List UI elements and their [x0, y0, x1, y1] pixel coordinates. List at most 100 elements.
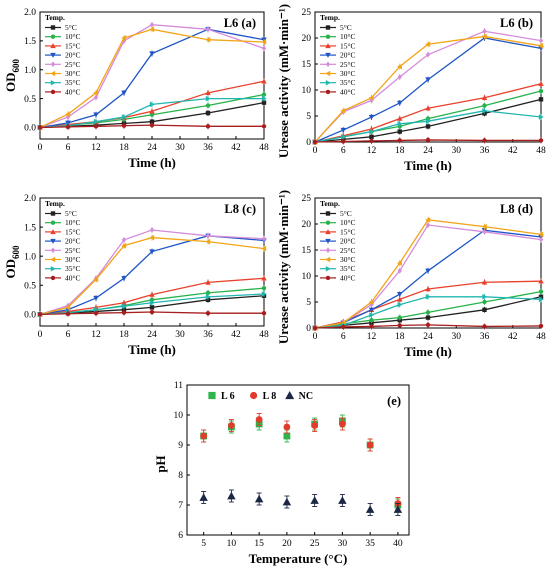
data-point	[397, 292, 403, 297]
legend: Temp.5°C10°C15°C20°C25°C30°C35°C40°C	[320, 13, 356, 96]
panel-b: 0 6 12 18 24 30 36 42 48 0 5 10 15 20 25 Time (h) Urease…	[276, 4, 546, 173]
data-point	[205, 110, 211, 116]
series-30c	[312, 33, 544, 145]
x-axis-label: Temperature (°C)	[249, 551, 348, 566]
data-point	[369, 134, 374, 139]
data-point	[65, 124, 71, 130]
data-point	[481, 223, 487, 230]
legend-label: 40°C	[340, 273, 356, 282]
data-point	[205, 103, 211, 108]
x-tick-label: 18	[395, 332, 405, 342]
legend: L 6 L 8 NC	[208, 391, 313, 402]
x-tick-label: 0	[313, 332, 318, 342]
y-tick-label: 0.5	[24, 281, 36, 291]
legend-label: 5°C	[340, 209, 352, 218]
x-tick-label: 0	[313, 146, 318, 156]
data-point	[37, 312, 43, 317]
x-tick-label: 48	[536, 146, 546, 156]
data-point	[121, 114, 127, 120]
y-tick-label: 6	[178, 531, 183, 541]
y-tick-label: 25	[302, 194, 312, 204]
x-tick-label: 0	[38, 143, 43, 153]
data-point	[37, 125, 43, 130]
x-tick-label: 36	[480, 146, 490, 156]
data-point	[149, 227, 155, 233]
data-point	[149, 122, 155, 128]
panel-a: 0 6 12 18 24 30 36 42 48 0.0 0.5 1.0 1.5 2.0 Time (h) O…	[3, 8, 269, 170]
data-point	[425, 137, 431, 143]
panel-label: L8 (d)	[500, 202, 533, 216]
data-point	[149, 26, 155, 33]
data-point	[261, 275, 267, 281]
y-axis-label-main: OD	[3, 259, 18, 279]
data-point	[149, 108, 155, 114]
data-point	[93, 311, 99, 316]
y-tick-label: 15	[302, 246, 312, 256]
legend-marker	[50, 211, 56, 216]
data-point	[310, 496, 319, 504]
x-tick-label: 30	[452, 146, 462, 156]
data-point	[538, 37, 544, 44]
x-tick-label: 36	[203, 143, 213, 153]
panel-label: L8 (c)	[224, 202, 256, 216]
data-point	[368, 299, 374, 305]
data-point	[149, 234, 155, 241]
data-point	[261, 311, 267, 316]
data-point	[341, 134, 346, 140]
data-point	[149, 119, 155, 124]
data-point	[205, 90, 211, 96]
data-point	[261, 235, 267, 242]
legend-marker	[325, 89, 331, 95]
data-point	[538, 236, 544, 243]
legend-label: 30°C	[340, 255, 356, 264]
panel-e: 5 10 15 20 25 30 35 40 6 7 8 9 10 11 Temperature (°C) p…	[153, 381, 410, 566]
legend-marker	[50, 89, 56, 95]
x-tick-label: 20	[282, 539, 292, 549]
data-point	[261, 92, 267, 97]
x-tick-label: 30	[175, 143, 185, 153]
data-point	[425, 268, 431, 274]
legend-title: Temp.	[320, 13, 340, 22]
data-point	[397, 74, 402, 80]
data-point	[482, 138, 487, 143]
data-point	[482, 307, 487, 312]
x-tick-label: 24	[147, 330, 157, 340]
y-tick-label: 0.5	[24, 95, 36, 105]
data-point	[369, 318, 374, 323]
panel-label: (e)	[387, 394, 401, 408]
data-point	[482, 324, 487, 329]
y-tick-label: 1.0	[24, 66, 36, 76]
data-point	[283, 423, 291, 431]
data-point	[338, 496, 347, 504]
y-axis-label-sub: 600	[11, 245, 21, 259]
data-point	[425, 41, 431, 47]
x-tick-label: 30	[452, 332, 462, 342]
y-tick-label: 11	[174, 381, 183, 391]
data-point	[425, 118, 431, 124]
x-tick-label: 30	[338, 539, 348, 549]
data-point	[397, 138, 402, 143]
legend-label: 5°C	[65, 209, 77, 218]
data-point	[261, 100, 267, 105]
legend-marker	[325, 34, 331, 39]
x-axis-label: Time (h)	[404, 344, 452, 359]
panel-d: 0 6 12 18 24 30 36 42 48 0 5 10 15 20 25 Time (h) Urease…	[276, 190, 546, 359]
data-point	[425, 310, 431, 315]
data-point	[368, 307, 375, 313]
data-point	[311, 422, 319, 429]
data-point	[312, 139, 318, 145]
legend-marker	[325, 211, 331, 216]
legend-marker	[325, 256, 331, 263]
y-axis-label: pH	[153, 455, 168, 472]
data-point	[538, 231, 544, 238]
legend-label: 10°C	[340, 218, 356, 227]
data-point	[205, 26, 211, 33]
y-axis-label: OD600	[3, 59, 21, 93]
x-tick-label: 6	[66, 330, 71, 340]
data-point	[425, 294, 431, 300]
legend-marker	[325, 247, 331, 254]
data-point	[538, 43, 544, 49]
y-tick-label: 10	[302, 272, 312, 282]
x-tick-label: 25	[310, 539, 320, 549]
legend-marker	[50, 70, 56, 77]
